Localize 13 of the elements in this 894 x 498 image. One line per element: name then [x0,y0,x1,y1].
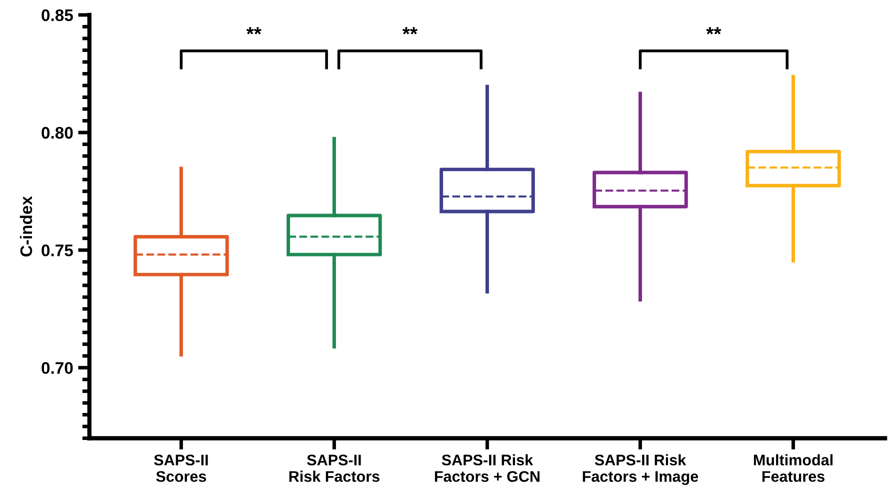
y-tick-label: 0.70 [42,362,73,374]
annotation: ** [706,27,722,34]
annotation: ** [246,27,262,34]
annotation: ** [402,27,418,34]
x-tick-label: SAPS-II Risk Factors [289,454,380,482]
y-tick-label: 0.80 [42,126,73,139]
x-tick-label: SAPS-II Risk Factors + GCN [434,454,540,482]
y-tick-label: 0.85 [42,9,73,22]
y-tick-label: 0.75 [42,244,73,256]
y-axis-title: C-index [20,196,32,256]
x-tick-label: Multimodal Features [754,454,832,482]
x-tick-label: SAPS-II Scores [154,454,208,482]
x-tick-label: SAPS-II Risk Factors + Image [582,454,698,485]
